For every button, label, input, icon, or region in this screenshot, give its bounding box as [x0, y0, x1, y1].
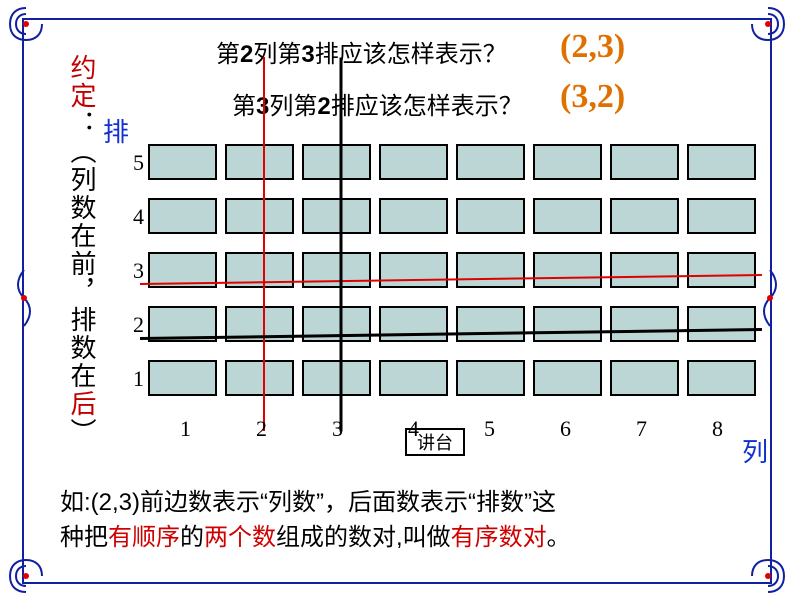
- vtext-comma: ，: [67, 278, 97, 306]
- seat-cell: [379, 198, 448, 234]
- seat-cell: [456, 306, 525, 342]
- answer-2: (3,2): [560, 78, 625, 116]
- seat-cell: [533, 144, 602, 180]
- black-vertical-line: [340, 58, 343, 432]
- explanation-text: 如:(2,3)前边数表示“列数”，后面数表示“排数”这 种把有顺序的两个数组成的…: [60, 486, 760, 556]
- row-number-label: 4: [124, 204, 144, 230]
- vtext-colon: ：: [67, 110, 97, 138]
- col-number-label: 2: [256, 416, 267, 442]
- seat-cell: [610, 360, 679, 396]
- seat-cell: [533, 252, 602, 288]
- seat-cell: [610, 306, 679, 342]
- seat-cell: [225, 144, 294, 180]
- seat-cell: [687, 252, 756, 288]
- col-number-label: 4: [408, 416, 419, 442]
- vtext-part2-last: 后: [67, 390, 97, 418]
- side-ornament: [756, 268, 784, 328]
- row-number-label: 2: [124, 312, 144, 338]
- corner-ornament: [6, 4, 46, 44]
- seating-grid: [148, 144, 756, 432]
- seat-cell: [302, 360, 371, 396]
- seat-cell: [379, 360, 448, 396]
- question-2: 第3列第2排应该怎样表示？: [232, 86, 523, 121]
- seat-cell: [379, 144, 448, 180]
- seat-cell: [610, 144, 679, 180]
- seat-cell: [533, 306, 602, 342]
- seat-cell: [533, 198, 602, 234]
- grid-row: [148, 360, 756, 396]
- vtext-paren-close: ︶: [67, 418, 97, 446]
- col-number-label: 8: [712, 416, 723, 442]
- seat-cell: [456, 144, 525, 180]
- row-number-label: 3: [124, 258, 144, 284]
- seat-cell: [456, 360, 525, 396]
- vtext-paren-open: ︵: [67, 138, 97, 166]
- seat-cell: [456, 198, 525, 234]
- seat-cell: [533, 360, 602, 396]
- red-vertical-line: [263, 57, 265, 431]
- seat-cell: [148, 360, 217, 396]
- col-number-label: 5: [484, 416, 495, 442]
- seat-cell: [687, 144, 756, 180]
- corner-ornament: [748, 556, 788, 596]
- seat-cell: [456, 252, 525, 288]
- row-axis-label: 排: [103, 112, 129, 149]
- question-1: 第2列第3排应该怎样表示？: [216, 34, 507, 69]
- vtext-part1: 列数在前: [67, 166, 97, 278]
- vtext-part2: 排数在: [67, 306, 97, 390]
- answer-1: (2,3): [560, 28, 625, 66]
- seat-cell: [148, 144, 217, 180]
- row-number-label: 1: [124, 366, 144, 392]
- seat-cell: [225, 198, 294, 234]
- seat-cell: [225, 360, 294, 396]
- col-number-label: 6: [560, 416, 571, 442]
- seat-cell: [379, 252, 448, 288]
- col-number-label: 3: [332, 416, 343, 442]
- seat-cell: [687, 306, 756, 342]
- seat-cell: [148, 198, 217, 234]
- corner-ornament: [6, 556, 46, 596]
- seat-cell: [610, 198, 679, 234]
- seat-cell: [687, 198, 756, 234]
- col-number-label: 7: [636, 416, 647, 442]
- corner-ornament: [748, 4, 788, 44]
- side-ornament: [10, 268, 38, 328]
- seat-cell: [379, 306, 448, 342]
- row-number-label: 5: [124, 150, 144, 176]
- convention-vertical-label: 约定：︵列数在前，排数在后︶: [64, 54, 101, 474]
- col-number-label: 1: [180, 416, 191, 442]
- seat-cell: [610, 252, 679, 288]
- grid-row: [148, 198, 756, 234]
- grid-row: [148, 144, 756, 180]
- seat-cell: [302, 144, 371, 180]
- seat-cell: [687, 360, 756, 396]
- seat-cell: [302, 252, 371, 288]
- vtext-prefix: 约定: [67, 54, 97, 110]
- seat-cell: [302, 198, 371, 234]
- col-axis-label: 列: [742, 432, 768, 469]
